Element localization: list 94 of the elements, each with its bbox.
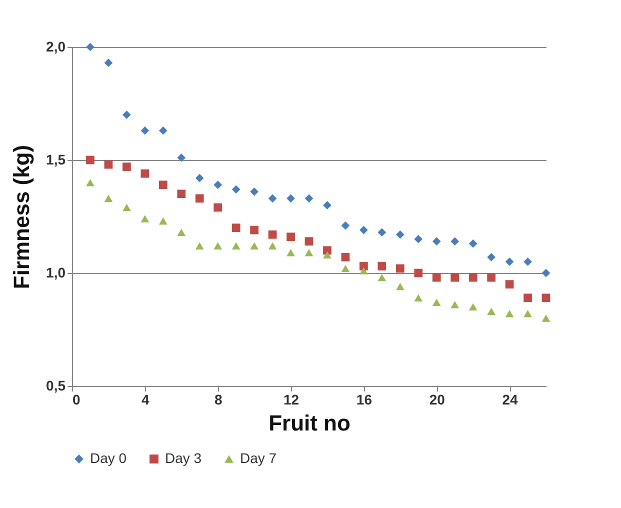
point [323,201,332,210]
point [378,274,386,282]
x-tick-label: 20 [429,392,446,408]
point [214,242,222,250]
x-tick-label: 8 [214,392,222,408]
y-axis-title: Firmness (kg) [9,144,34,290]
x-tick-label: 16 [356,392,372,408]
point [232,185,240,194]
point [450,237,460,246]
point [323,251,332,259]
point [432,298,441,306]
point [214,180,222,190]
point [140,126,150,135]
point [304,237,314,246]
legend-label: Day 0 [90,450,127,466]
point [360,267,368,274]
point [158,180,168,190]
point [396,230,404,239]
x-axis-title: Fruit no [268,410,350,436]
point [360,262,368,270]
legend-label: Day 3 [165,450,202,466]
point [396,264,404,273]
point [414,294,423,302]
point [450,273,460,282]
point [286,194,295,203]
point [414,234,423,244]
point [232,224,240,232]
point [304,194,314,203]
x-tick-label: 0 [72,392,80,408]
point [487,308,496,316]
point [214,203,222,212]
point [341,264,350,272]
point [104,58,113,68]
point [542,294,550,302]
point [524,310,532,318]
x-tick-label: 12 [283,392,300,408]
point [505,280,514,288]
point [524,294,532,302]
point [487,252,496,262]
point [177,154,186,162]
y-tick-label: 2,0 [46,38,66,54]
point [177,190,186,198]
point [286,249,295,256]
point [378,228,386,237]
point [378,262,386,270]
point [104,160,113,169]
point [304,249,314,256]
point [524,258,532,266]
point [468,239,478,248]
y-tick-label: 0,5 [46,378,66,394]
point [468,303,478,311]
point [414,268,423,278]
point [268,194,277,203]
point [104,194,113,202]
point [140,169,150,178]
x-tick-label: 4 [142,392,150,408]
point [268,242,277,250]
point [341,221,350,230]
point [250,226,258,234]
point [177,228,186,236]
point [505,258,514,266]
point [250,187,258,196]
point [158,126,168,135]
point [268,230,277,239]
point [122,162,131,171]
point [323,246,332,255]
point [360,226,368,234]
point [158,217,168,225]
point [432,273,441,282]
point [86,156,94,164]
point [487,273,496,282]
point [542,268,550,278]
point [122,110,131,119]
point [505,310,514,318]
point [542,314,550,322]
point [396,282,404,290]
point [140,215,150,222]
point [250,242,258,250]
point [286,232,295,242]
x-tick-label: 24 [502,392,518,408]
point [450,301,460,308]
y-tick-label: 1,0 [46,264,66,280]
point [432,237,441,246]
point [86,42,94,52]
legend-label: Day 7 [240,450,277,466]
point [195,194,204,203]
y-tick-label: 1,5 [46,152,66,168]
point [341,252,350,262]
point [195,174,204,182]
point [86,178,94,186]
point [122,204,131,212]
point [195,242,204,250]
point [232,242,240,250]
point [468,273,478,282]
